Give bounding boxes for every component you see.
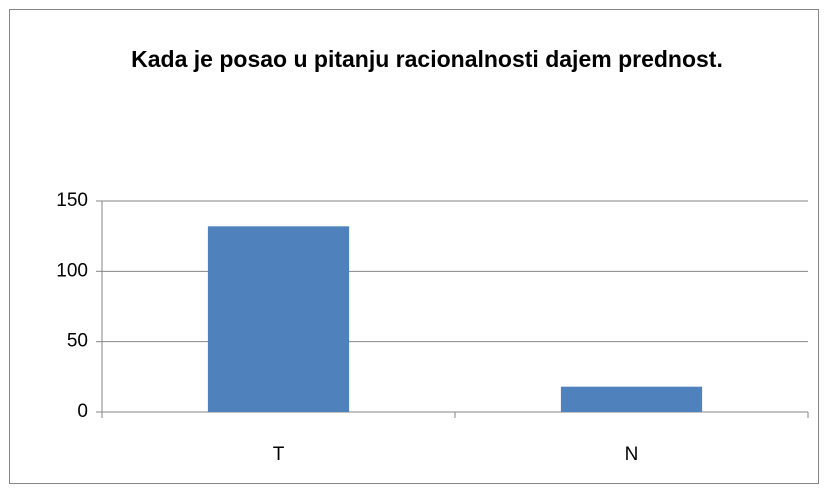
bar bbox=[207, 226, 350, 412]
y-tick-label: 100 bbox=[56, 260, 88, 281]
x-tick-label: T bbox=[273, 444, 285, 465]
chart-title: Kada je posao u pitanju racionalnosti da… bbox=[131, 46, 723, 72]
y-tick-label: 50 bbox=[67, 331, 88, 352]
bar bbox=[560, 386, 703, 412]
x-tick-label: N bbox=[625, 444, 639, 465]
y-tick-label: 150 bbox=[56, 190, 88, 211]
y-tick-label: 0 bbox=[77, 401, 88, 422]
